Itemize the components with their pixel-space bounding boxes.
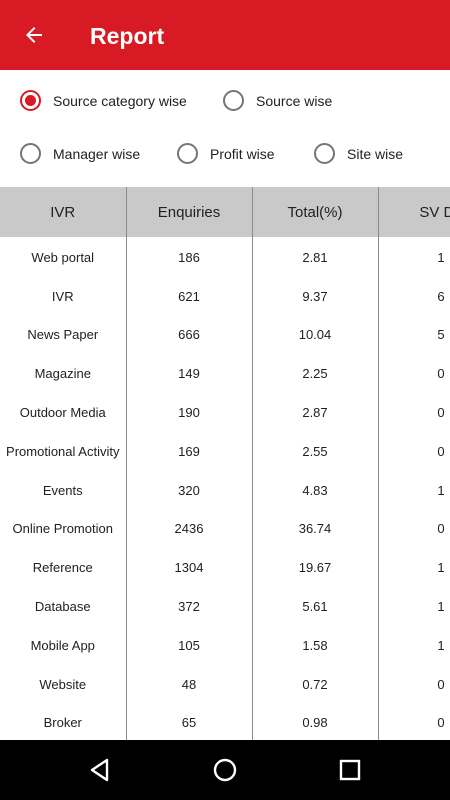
radio-source-category-wise[interactable]: Source category wise bbox=[20, 90, 187, 111]
column-header-source: IVR bbox=[0, 187, 127, 237]
cell-sv-done: 1 bbox=[378, 625, 450, 665]
cell-source: Magazine bbox=[0, 354, 127, 394]
radio-profit-wise[interactable]: Profit wise bbox=[177, 143, 275, 164]
table-row: Mobile App 105 1.58 1 bbox=[0, 625, 450, 665]
cell-enquiries: 105 bbox=[126, 625, 253, 665]
cell-total-percent: 9.37 bbox=[252, 276, 379, 316]
cell-source: Web portal bbox=[0, 237, 127, 277]
table-row: Online Promotion 2436 36.74 0 bbox=[0, 509, 450, 549]
cell-sv-done: 0 bbox=[378, 431, 450, 471]
cell-source: Mobile App bbox=[0, 625, 127, 665]
table-row: Magazine 149 2.25 0 bbox=[0, 354, 450, 394]
recents-square-icon bbox=[339, 759, 361, 781]
radio-source-wise[interactable]: Source wise bbox=[223, 90, 332, 111]
cell-total-percent: 0.72 bbox=[252, 664, 379, 704]
radio-checked-icon bbox=[20, 90, 41, 111]
radio-unchecked-icon bbox=[177, 143, 198, 164]
cell-source: Promotional Activity bbox=[0, 431, 127, 471]
radio-label: Profit wise bbox=[210, 145, 275, 162]
nav-recents-button[interactable] bbox=[335, 755, 365, 785]
back-triangle-icon bbox=[90, 758, 109, 782]
cell-total-percent: 19.67 bbox=[252, 548, 379, 588]
table-row: Web portal 186 2.81 1 bbox=[0, 237, 450, 277]
cell-sv-done: 0 bbox=[378, 703, 450, 740]
cell-total-percent: 2.81 bbox=[252, 237, 379, 277]
cell-total-percent: 5.61 bbox=[252, 587, 379, 626]
table-row: Events 320 4.83 1 bbox=[0, 470, 450, 510]
cell-total-percent: 0.98 bbox=[252, 703, 379, 740]
cell-source: IVR bbox=[0, 276, 127, 316]
table-row: Website 48 0.72 0 bbox=[0, 664, 450, 704]
radio-site-wise[interactable]: Site wise bbox=[314, 143, 403, 164]
cell-sv-done: 6 bbox=[378, 276, 450, 316]
cell-total-percent: 2.25 bbox=[252, 354, 379, 394]
report-type-radio-group: Source category wise Source wise Manager… bbox=[0, 70, 450, 187]
cell-source: Website bbox=[0, 664, 127, 704]
table-row: Promotional Activity 169 2.55 0 bbox=[0, 431, 450, 471]
cell-sv-done: 1 bbox=[378, 237, 450, 277]
cell-total-percent: 10.04 bbox=[252, 315, 379, 355]
cell-enquiries: 186 bbox=[126, 237, 253, 277]
cell-enquiries: 190 bbox=[126, 393, 253, 432]
cell-enquiries: 621 bbox=[126, 276, 253, 316]
report-table: IVR Enquiries Total(%) SV Do Web portal … bbox=[0, 187, 450, 740]
cell-total-percent: 36.74 bbox=[252, 509, 379, 549]
cell-source: News Paper bbox=[0, 315, 127, 355]
radio-label: Manager wise bbox=[53, 145, 141, 162]
radio-unchecked-icon bbox=[314, 143, 335, 164]
report-table-scroll[interactable]: IVR Enquiries Total(%) SV Do Web portal … bbox=[0, 187, 450, 740]
table-row: Broker 65 0.98 0 bbox=[0, 703, 450, 740]
column-header-enquiries: Enquiries bbox=[126, 187, 253, 237]
cell-source: Broker bbox=[0, 703, 127, 740]
column-header-sv-done: SV Do bbox=[378, 187, 450, 237]
arrow-left-icon bbox=[26, 27, 42, 43]
table-row: News Paper 666 10.04 5 bbox=[0, 315, 450, 355]
table-header-row: IVR Enquiries Total(%) SV Do bbox=[0, 187, 450, 237]
nav-home-button[interactable] bbox=[210, 755, 240, 785]
cell-sv-done: 5 bbox=[378, 315, 450, 355]
cell-sv-done: 0 bbox=[378, 354, 450, 394]
system-navigation-bar bbox=[0, 740, 450, 800]
home-circle-icon bbox=[213, 758, 237, 782]
cell-enquiries: 1304 bbox=[126, 548, 253, 588]
cell-total-percent: 2.87 bbox=[252, 393, 379, 432]
column-header-total-percent: Total(%) bbox=[252, 187, 379, 237]
radio-label: Source wise bbox=[256, 92, 333, 109]
cell-enquiries: 169 bbox=[126, 431, 253, 471]
nav-back-button[interactable] bbox=[85, 755, 115, 785]
table-row: Database 372 5.61 1 bbox=[0, 587, 450, 626]
radio-unchecked-icon bbox=[223, 90, 244, 111]
cell-sv-done: 0 bbox=[378, 509, 450, 549]
table-row: Reference 1304 19.67 1 bbox=[0, 548, 450, 588]
cell-enquiries: 65 bbox=[126, 703, 253, 740]
app-bar: Report bbox=[0, 0, 450, 70]
cell-enquiries: 372 bbox=[126, 587, 253, 626]
radio-label: Source category wise bbox=[53, 92, 187, 109]
cell-enquiries: 149 bbox=[126, 354, 253, 394]
cell-source: Online Promotion bbox=[0, 509, 127, 549]
cell-sv-done: 0 bbox=[378, 393, 450, 432]
cell-enquiries: 2436 bbox=[126, 509, 253, 549]
radio-unchecked-icon bbox=[20, 143, 41, 164]
radio-label: Site wise bbox=[347, 145, 404, 162]
cell-source: Database bbox=[0, 587, 127, 626]
cell-enquiries: 666 bbox=[126, 315, 253, 355]
cell-total-percent: 1.58 bbox=[252, 625, 379, 665]
cell-sv-done: 1 bbox=[378, 587, 450, 626]
cell-sv-done: 1 bbox=[378, 548, 450, 588]
cell-enquiries: 320 bbox=[126, 470, 253, 510]
table-row: IVR 621 9.37 6 bbox=[0, 276, 450, 316]
back-button[interactable] bbox=[16, 17, 52, 53]
cell-source: Events bbox=[0, 470, 127, 510]
cell-source: Outdoor Media bbox=[0, 393, 127, 432]
cell-enquiries: 48 bbox=[126, 664, 253, 704]
radio-manager-wise[interactable]: Manager wise bbox=[20, 143, 140, 164]
table-row: Outdoor Media 190 2.87 0 bbox=[0, 393, 450, 432]
page-title: Report bbox=[90, 23, 165, 49]
cell-source: Reference bbox=[0, 548, 127, 588]
cell-sv-done: 1 bbox=[378, 470, 450, 510]
cell-total-percent: 2.55 bbox=[252, 431, 379, 471]
cell-total-percent: 4.83 bbox=[252, 470, 379, 510]
cell-sv-done: 0 bbox=[378, 664, 450, 704]
